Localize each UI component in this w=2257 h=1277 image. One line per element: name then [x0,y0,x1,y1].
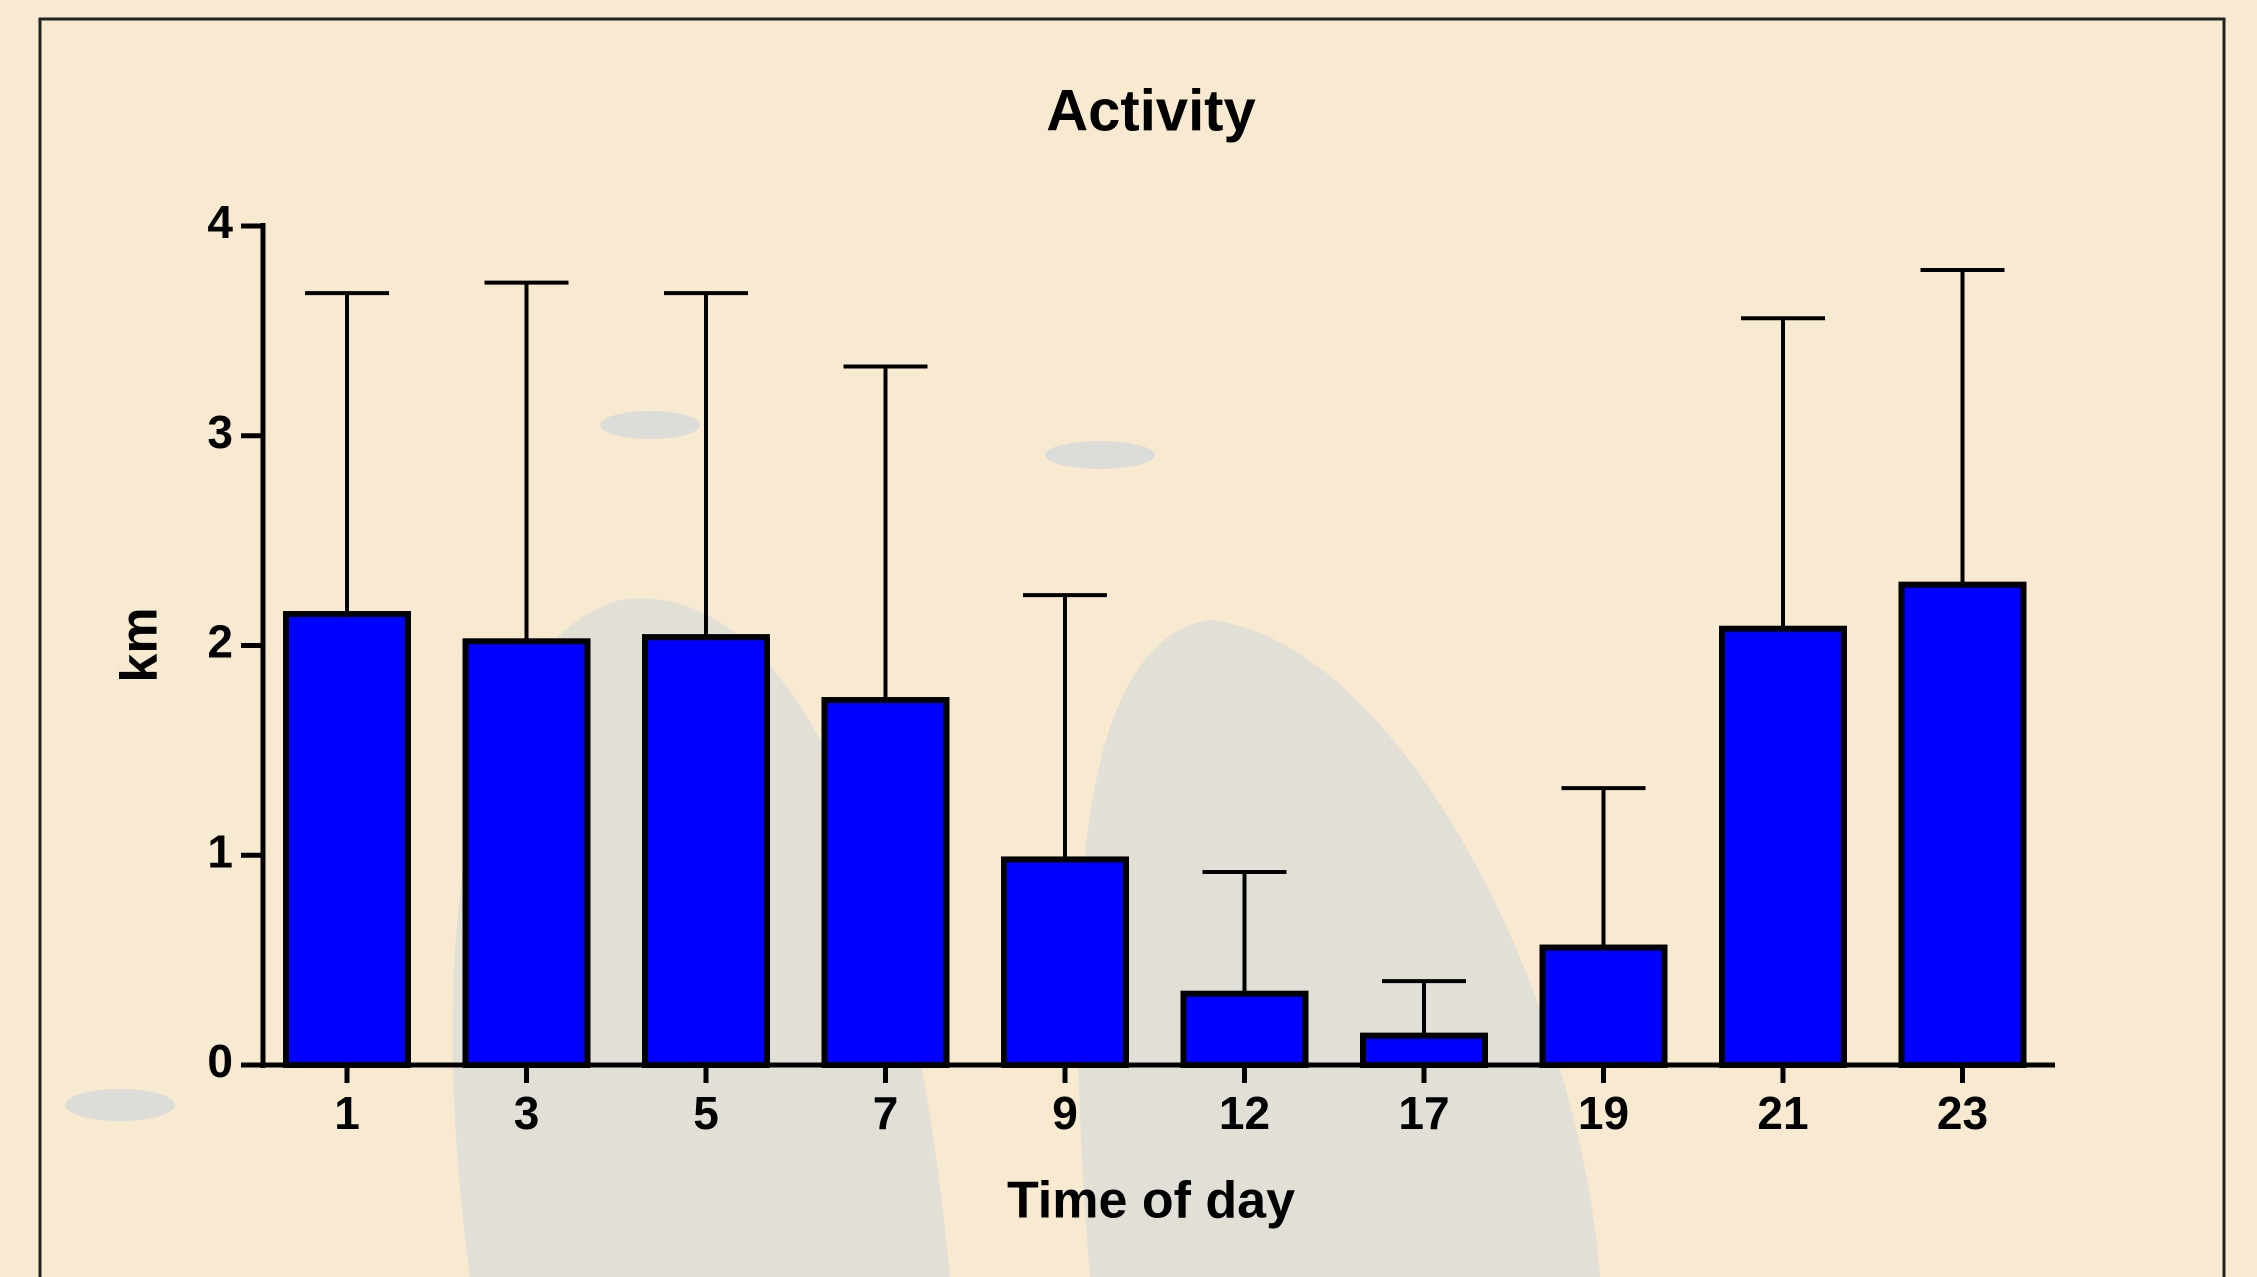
bar [825,700,947,1065]
x-tick-label: 12 [1219,1087,1270,1139]
x-axis-label: Time of day [1007,1172,1295,1230]
y-tick-label: 1 [207,825,233,877]
x-tick-label: 17 [1398,1087,1449,1139]
y-tick-label: 4 [207,196,233,248]
x-tick-label: 9 [1052,1087,1078,1139]
x-tick-label: 23 [1937,1087,1988,1139]
y-tick-label: 3 [207,406,233,458]
page: Activity Time of day km 0123413579121719… [0,0,2257,1277]
y-tick-label: 2 [207,616,233,668]
bar [1543,948,1665,1065]
bar [1184,994,1306,1065]
x-tick-label: 3 [514,1087,540,1139]
chart-title: Activity [1046,78,1256,143]
decoration [1045,441,1155,469]
chart: Activity Time of day km 0123413579121719… [0,0,2257,1277]
x-tick-label: 5 [693,1087,719,1139]
y-axis-label: km [111,607,169,682]
bar [1722,629,1844,1065]
x-tick-label: 1 [334,1087,360,1139]
bar [286,614,408,1065]
y-tick-label: 0 [207,1035,233,1087]
x-tick-label: 19 [1578,1087,1629,1139]
x-tick-label: 21 [1757,1087,1808,1139]
bar [1902,585,2024,1065]
bar [466,641,588,1065]
bar [1363,1036,1485,1065]
x-tick-label: 7 [873,1087,899,1139]
decoration [65,1089,175,1121]
decoration [600,411,700,439]
bar [645,637,767,1065]
bar [1004,859,1126,1065]
